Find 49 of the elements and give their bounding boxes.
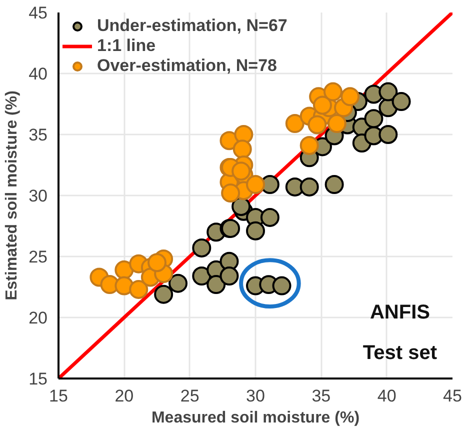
y-tick-label: 45: [28, 4, 48, 22]
point: [148, 253, 166, 272]
legend-label: Over-estimation, N=78: [97, 56, 277, 76]
x-tick-label: 25: [180, 386, 200, 406]
legend-label: 1:1 line: [97, 36, 156, 56]
point: [154, 284, 174, 304]
point: [340, 87, 360, 106]
point: [246, 221, 265, 240]
point: [221, 184, 240, 203]
point: [220, 266, 239, 286]
point: [260, 208, 280, 227]
y-axis-title: Estimated soil moisture (%): [4, 90, 21, 300]
point: [364, 109, 384, 128]
y-tick-label: 20: [28, 308, 48, 328]
x-axis-title: Measured soil moisture (%): [151, 410, 360, 426]
point: [206, 275, 226, 294]
point: [327, 114, 346, 134]
legend-label: Under-estimation, N=67: [97, 16, 288, 36]
point: [308, 115, 327, 134]
point: [272, 276, 292, 296]
y-tick-label: 25: [28, 248, 48, 266]
point: [285, 114, 304, 134]
point: [232, 140, 252, 159]
point: [300, 136, 319, 155]
point: [232, 196, 251, 216]
x-tick-label: 15: [49, 386, 68, 406]
y-tick-label: 30: [28, 186, 48, 206]
point: [246, 175, 265, 194]
annotation: ANFIS: [370, 302, 430, 324]
y-tick-label: 40: [28, 64, 48, 84]
x-tick-label: 20: [114, 386, 134, 406]
point: [232, 162, 251, 181]
point: [192, 238, 212, 258]
point: [392, 92, 411, 112]
point: [378, 125, 398, 144]
point: [378, 82, 398, 102]
x-tick-label: 40: [377, 386, 396, 406]
y-tick-label: 15: [28, 370, 48, 388]
x-tick-label: 30: [246, 386, 265, 406]
point: [300, 177, 319, 196]
x-tick-label: 35: [312, 386, 331, 406]
y-tick-label: 35: [28, 126, 48, 144]
point: [168, 274, 188, 293]
point: [129, 280, 148, 299]
point: [324, 175, 344, 194]
point: [312, 96, 332, 115]
annotation: Test set: [362, 342, 438, 364]
x-tick-label: 45: [443, 386, 462, 406]
point: [323, 82, 342, 102]
